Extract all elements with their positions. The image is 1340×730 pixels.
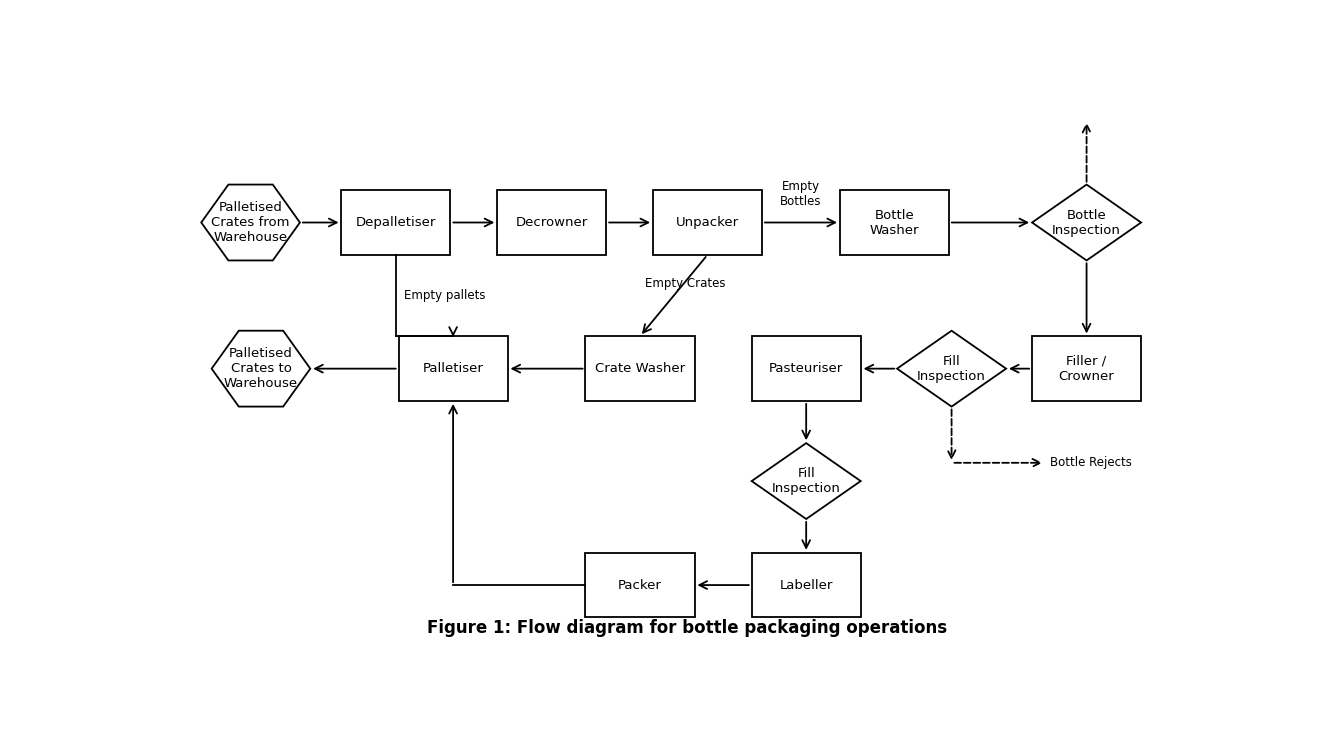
Text: Palletised
Crates to
Warehouse: Palletised Crates to Warehouse bbox=[224, 347, 297, 390]
Text: Palletiser: Palletiser bbox=[422, 362, 484, 375]
Text: Palletised
Crates from
Warehouse: Palletised Crates from Warehouse bbox=[212, 201, 289, 244]
Text: Bottle
Inspection: Bottle Inspection bbox=[1052, 209, 1122, 237]
Bar bbox=[840, 191, 949, 255]
Text: Decrowner: Decrowner bbox=[516, 216, 588, 229]
Text: Pasteuriser: Pasteuriser bbox=[769, 362, 843, 375]
Polygon shape bbox=[752, 443, 860, 519]
Polygon shape bbox=[896, 331, 1006, 407]
Text: Bottle
Washer: Bottle Washer bbox=[870, 209, 919, 237]
Bar bbox=[342, 191, 450, 255]
Text: Labeller: Labeller bbox=[780, 579, 833, 591]
Bar bbox=[1032, 337, 1142, 401]
Bar bbox=[398, 337, 508, 401]
Text: Empty
Bottles: Empty Bottles bbox=[780, 180, 821, 209]
Text: Figure 1: Flow diagram for bottle packaging operations: Figure 1: Flow diagram for bottle packag… bbox=[426, 619, 947, 637]
Text: Crate Washer: Crate Washer bbox=[595, 362, 685, 375]
Polygon shape bbox=[212, 331, 311, 407]
Bar bbox=[586, 553, 694, 618]
Polygon shape bbox=[1032, 185, 1142, 261]
Bar bbox=[497, 191, 606, 255]
Text: Fill
Inspection: Fill Inspection bbox=[917, 355, 986, 383]
Polygon shape bbox=[201, 185, 300, 261]
Text: Empty pallets: Empty pallets bbox=[405, 289, 486, 302]
Bar bbox=[752, 553, 860, 618]
Text: Bottle Rejects: Bottle Rejects bbox=[1051, 456, 1132, 469]
Text: Packer: Packer bbox=[618, 579, 662, 591]
Text: Fill
Inspection: Fill Inspection bbox=[772, 467, 840, 495]
Text: Unpacker: Unpacker bbox=[675, 216, 740, 229]
Text: Filler /
Crowner: Filler / Crowner bbox=[1059, 355, 1115, 383]
Bar bbox=[653, 191, 762, 255]
Bar bbox=[586, 337, 694, 401]
Bar bbox=[752, 337, 860, 401]
Text: Depalletiser: Depalletiser bbox=[356, 216, 436, 229]
Text: Empty Crates: Empty Crates bbox=[646, 277, 726, 290]
